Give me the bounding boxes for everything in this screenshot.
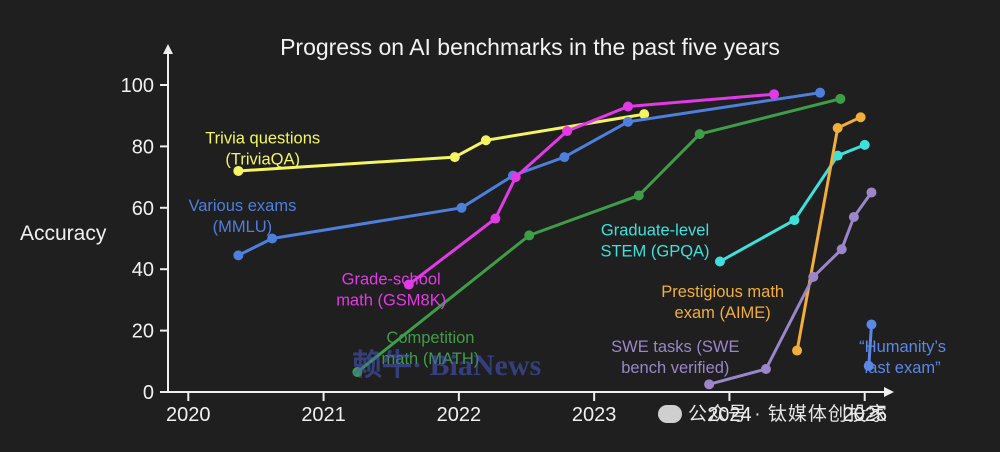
- y-axis-label: Accuracy: [20, 222, 107, 245]
- series-7: [863, 319, 877, 371]
- data-point: [836, 244, 847, 255]
- chart-title: Progress on AI benchmarks in the past fi…: [280, 34, 780, 60]
- series-labels: Trivia questions (TriviaQA) Various exams (…: [188, 129, 946, 377]
- series-3: [352, 93, 846, 378]
- series-2: [403, 89, 780, 290]
- data-point: [704, 379, 715, 390]
- series-label: Graduate-level STEM (GPQA): [600, 221, 709, 260]
- series-label: Various exams (MMLU): [188, 197, 296, 236]
- series-line: [707, 190, 873, 386]
- data-point: [855, 112, 866, 123]
- series-label-line: bench verified): [621, 359, 729, 377]
- data-point: [480, 135, 491, 146]
- series-label-line: (TriviaQA): [225, 150, 300, 168]
- series-label-line: Various exams: [188, 197, 296, 215]
- data-point: [863, 360, 874, 371]
- y-tick-label: 80: [132, 136, 154, 158]
- data-point: [848, 212, 859, 223]
- x-axis-arrow: [884, 387, 894, 397]
- x-tick-label: 2020: [166, 404, 211, 426]
- data-point: [832, 122, 843, 133]
- series-label-line: exam (AIME): [675, 304, 771, 322]
- data-point: [760, 363, 771, 374]
- series-label-line: “Humanity’s: [859, 338, 946, 356]
- wechat-icon: [658, 405, 682, 423]
- x-tick-label: 2025: [842, 404, 887, 426]
- series-line: [795, 115, 863, 353]
- watermark-wechat: 公众号 · 钛媒体创投家: [658, 399, 888, 426]
- data-point: [815, 87, 826, 98]
- y-tick-label: 0: [143, 382, 154, 404]
- data-point: [562, 126, 573, 137]
- series-6: [704, 187, 877, 390]
- data-point: [639, 109, 650, 120]
- y-tick-label: 40: [132, 259, 154, 281]
- data-point: [866, 187, 877, 198]
- data-point: [859, 139, 870, 150]
- data-point: [622, 116, 633, 127]
- series-label-line: Prestigious math: [661, 283, 784, 301]
- series-label-line: SWE tasks (SWE: [611, 338, 739, 356]
- data-point: [233, 165, 244, 176]
- data-point: [694, 129, 705, 140]
- data-point: [832, 150, 843, 161]
- data-point: [352, 367, 363, 378]
- data-point: [866, 319, 877, 330]
- series-line: [407, 92, 776, 287]
- data-point: [808, 271, 819, 282]
- series-label-line: Trivia questions: [205, 129, 320, 147]
- data-point: [559, 152, 570, 163]
- x-tick-label: 2024: [707, 404, 752, 426]
- series-label: Trivia questions (TriviaQA): [205, 129, 320, 168]
- series-label-line: (MMLU): [213, 218, 273, 236]
- series-label-line: math (GSM8K): [336, 292, 446, 310]
- series-label: Competition math (MATH): [382, 329, 480, 368]
- x-tick-label: 2021: [301, 404, 346, 426]
- data-point: [835, 93, 846, 104]
- series-4: [714, 139, 870, 267]
- data-point: [714, 256, 725, 267]
- series-layer: [233, 87, 877, 390]
- data-point: [622, 101, 633, 112]
- data-point: [233, 250, 244, 261]
- y-tick-label: 100: [121, 75, 154, 97]
- data-point: [769, 89, 780, 100]
- series-label: “Humanity’s last exam”: [859, 338, 946, 377]
- data-point: [633, 190, 644, 201]
- series-label: Grade-school math (GSM8K): [336, 271, 446, 310]
- series-label: Prestigious math exam (AIME): [661, 283, 784, 322]
- x-tick-label: 2022: [437, 404, 482, 426]
- axes: 0 20 40 60 80 100 2020 2021 2022 2023 2024 2025: [121, 44, 894, 426]
- series-label-line: Grade-school: [342, 271, 441, 289]
- watermark-bianews: 赖牛· BiaNews: [352, 349, 542, 382]
- y-axis-arrow: [163, 44, 173, 54]
- series-label-line: math (MATH): [382, 350, 480, 368]
- data-point: [510, 172, 521, 183]
- series-label-line: Graduate-level: [601, 221, 709, 239]
- series-label-line: STEM (GPQA): [600, 242, 709, 260]
- series-line: [867, 323, 873, 368]
- data-point: [789, 215, 800, 226]
- data-point: [490, 213, 501, 224]
- series-label-line: last exam”: [865, 359, 941, 377]
- series-line: [718, 143, 867, 263]
- y-tick-label: 60: [132, 198, 154, 220]
- data-point: [456, 202, 467, 213]
- series-label-line: Competition: [386, 329, 474, 347]
- data-point: [267, 233, 278, 244]
- series-label: SWE tasks (SWE bench verified): [611, 338, 739, 377]
- data-point: [792, 345, 803, 356]
- data-point: [449, 152, 460, 163]
- data-point: [403, 279, 414, 290]
- y-tick-label: 20: [132, 321, 154, 343]
- watermark-wechat-text: 公众号 · 钛媒体创投家: [688, 404, 888, 425]
- x-tick-label: 2023: [572, 404, 617, 426]
- data-point: [524, 230, 535, 241]
